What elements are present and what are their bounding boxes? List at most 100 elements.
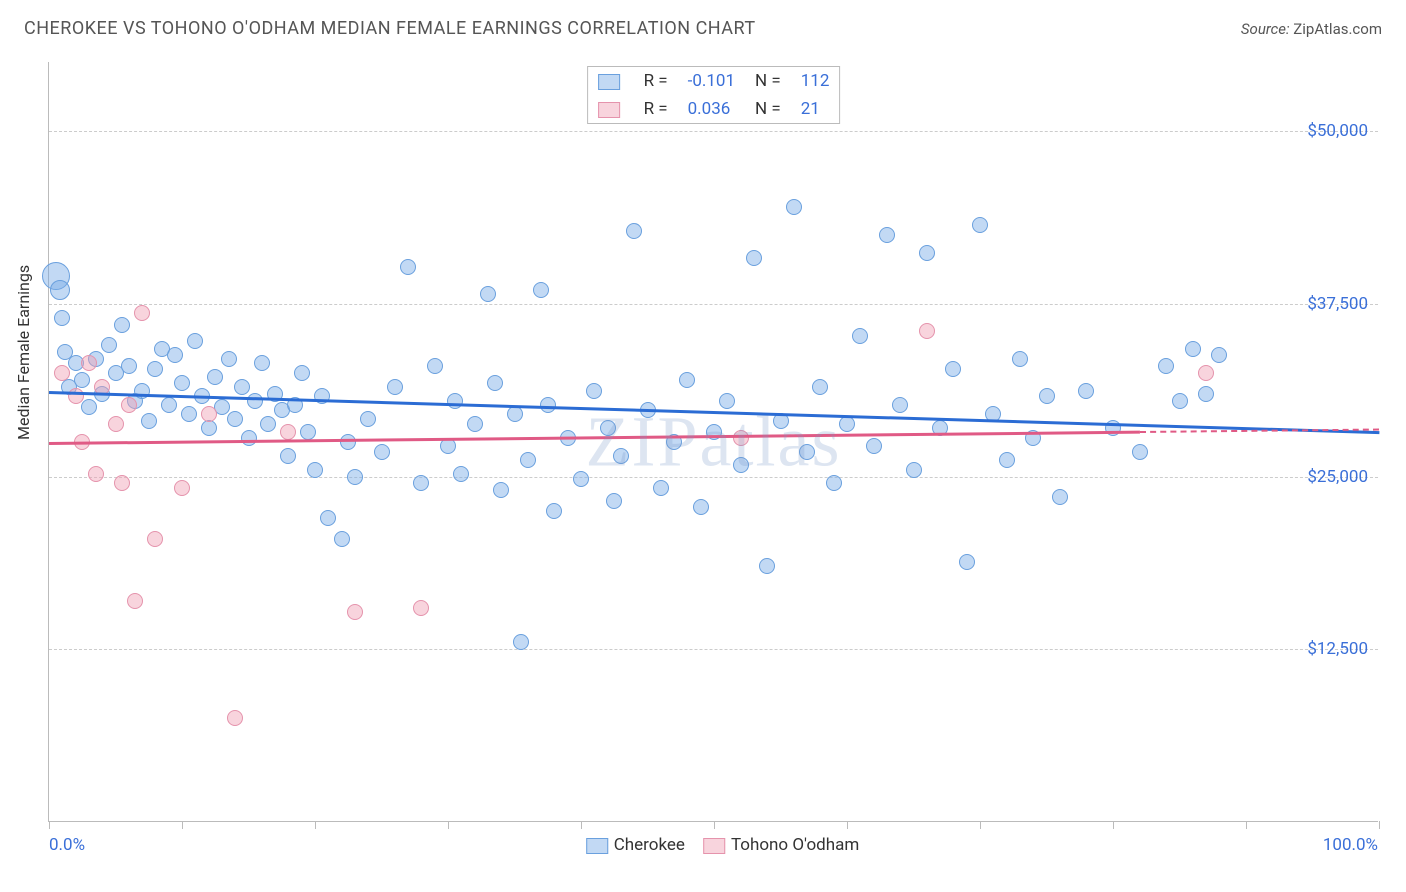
scatter-point — [127, 593, 143, 609]
scatter-point — [300, 424, 316, 440]
scatter-point — [54, 310, 70, 326]
scatter-point — [1198, 365, 1214, 381]
legend-series: Cherokee Tohono O'odham — [568, 835, 860, 855]
legend-n-label: N = — [745, 95, 791, 123]
x-tick — [581, 821, 582, 829]
scatter-point — [147, 361, 163, 377]
scatter-point — [320, 510, 336, 526]
scatter-point — [307, 462, 323, 478]
legend-n-label: N = — [745, 67, 791, 95]
scatter-point — [892, 397, 908, 413]
scatter-point — [227, 710, 243, 726]
legend-swatch — [586, 838, 608, 854]
x-tick — [448, 821, 449, 829]
scatter-point — [1172, 393, 1188, 409]
legend-n-value: 21 — [791, 95, 840, 123]
legend-n-value: 112 — [791, 67, 840, 95]
scatter-point — [919, 323, 935, 339]
x-axis-max-label: 100.0% — [1323, 835, 1378, 855]
x-axis-min-label: 0.0% — [49, 835, 85, 855]
x-tick — [714, 821, 715, 829]
scatter-point — [254, 355, 270, 371]
scatter-point — [1039, 388, 1055, 404]
x-tick — [1246, 821, 1247, 829]
x-tick — [1379, 821, 1380, 829]
scatter-point — [573, 471, 589, 487]
y-tick-label: $50,000 — [1307, 121, 1368, 141]
scatter-point — [174, 480, 190, 496]
scatter-point — [347, 604, 363, 620]
legend-swatch — [598, 74, 620, 90]
scatter-point — [447, 393, 463, 409]
scatter-point — [121, 358, 137, 374]
scatter-point — [1185, 341, 1201, 357]
legend-swatch — [703, 838, 725, 854]
scatter-point — [467, 416, 483, 432]
chart-title: CHEROKEE VS TOHONO O'ODHAM MEDIAN FEMALE… — [24, 18, 756, 39]
x-tick — [182, 821, 183, 829]
scatter-point — [733, 430, 749, 446]
scatter-point — [147, 531, 163, 547]
scatter-point — [114, 475, 130, 491]
scatter-point — [294, 365, 310, 381]
scatter-point — [141, 413, 157, 429]
legend-series-label: Cherokee — [614, 835, 685, 855]
scatter-point — [1078, 383, 1094, 399]
scatter-point — [945, 361, 961, 377]
scatter-point — [879, 227, 895, 243]
scatter-point — [387, 379, 403, 395]
scatter-point — [161, 397, 177, 413]
scatter-point — [1052, 489, 1068, 505]
scatter-point — [613, 448, 629, 464]
scatter-point — [174, 375, 190, 391]
scatter-point — [480, 286, 496, 302]
scatter-point — [999, 452, 1015, 468]
source-attribution: Source: ZipAtlas.com — [1241, 20, 1382, 38]
scatter-point — [972, 217, 988, 233]
legend-stats: R =-0.101N =112R =0.036N =21 — [587, 66, 841, 124]
scatter-point — [799, 444, 815, 460]
scatter-point — [201, 420, 217, 436]
scatter-point — [826, 475, 842, 491]
scatter-point — [1198, 386, 1214, 402]
scatter-point — [101, 337, 117, 353]
scatter-point — [334, 531, 350, 547]
scatter-point — [812, 379, 828, 395]
legend-swatch — [598, 102, 620, 118]
scatter-point — [852, 328, 868, 344]
gridline — [49, 131, 1378, 132]
y-tick-label: $37,500 — [1307, 294, 1368, 314]
scatter-point — [260, 416, 276, 432]
scatter-point — [360, 411, 376, 427]
legend-r-value: -0.101 — [678, 67, 745, 95]
scatter-point — [759, 558, 775, 574]
scatter-point — [919, 245, 935, 261]
scatter-point — [108, 416, 124, 432]
scatter-point — [400, 259, 416, 275]
x-tick — [315, 821, 316, 829]
scatter-point — [679, 372, 695, 388]
scatter-point — [81, 399, 97, 415]
chart-plot-area: ZIPatlas R =-0.101N =112R =0.036N =21 Ch… — [48, 62, 1378, 822]
legend-series-label: Tohono O'odham — [731, 835, 859, 855]
scatter-point — [427, 358, 443, 374]
scatter-point — [959, 554, 975, 570]
gridline — [49, 304, 1378, 305]
scatter-point — [81, 355, 97, 371]
scatter-point — [600, 420, 616, 436]
scatter-point — [733, 457, 749, 473]
scatter-point — [374, 444, 390, 460]
source-value: ZipAtlas.com — [1293, 20, 1382, 38]
scatter-point — [1132, 444, 1148, 460]
scatter-point — [241, 430, 257, 446]
scatter-point — [440, 438, 456, 454]
scatter-point — [493, 482, 509, 498]
scatter-point — [533, 282, 549, 298]
scatter-point — [693, 499, 709, 515]
scatter-point — [626, 223, 642, 239]
legend-r-label: R = — [634, 67, 678, 95]
scatter-point — [234, 379, 250, 395]
scatter-point — [586, 383, 602, 399]
x-tick — [847, 821, 848, 829]
scatter-point — [227, 411, 243, 427]
